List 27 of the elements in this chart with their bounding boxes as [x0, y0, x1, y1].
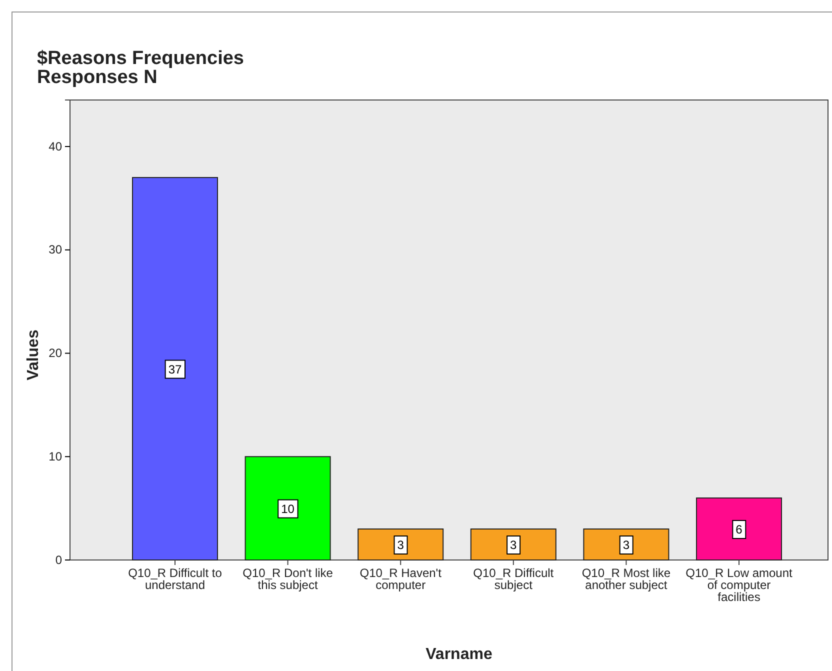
x-axis-title: Varname [426, 646, 492, 663]
bar [696, 497, 782, 560]
x-tick-label: Q10_R Haven't computer [360, 566, 442, 592]
bar [470, 528, 556, 560]
x-tick-label: Q10_R Don't like this subject [242, 566, 334, 592]
data-label: 3 [622, 538, 630, 552]
x-tick-label: Q10_R Difficult to understand [128, 566, 222, 592]
bar [583, 528, 670, 560]
bar [132, 177, 218, 560]
y-tick-label: 40 [48, 139, 62, 154]
y-tick-label: 20 [48, 346, 62, 360]
data-label: 3 [397, 538, 404, 552]
x-tick-label: Q10_R Difficult subject [473, 566, 554, 592]
y-axis-title: Values [25, 330, 42, 380]
x-tick-label: Q10_R Most like another subject [582, 566, 671, 592]
data-label: 3 [510, 538, 518, 552]
data-label: 37 [168, 362, 182, 376]
x-tick-label: Q10_R Low amount of computer facilities [686, 566, 794, 604]
data-label: 10 [281, 502, 295, 516]
chart-title: $Reasons Frequencies [37, 48, 244, 69]
bar [244, 456, 331, 560]
bar [358, 528, 444, 560]
data-label: 6 [736, 522, 743, 536]
chart-subtitle: Responses N [37, 67, 158, 88]
y-tick-label: 10 [48, 449, 62, 464]
y-tick-label: 0 [55, 552, 62, 567]
y-tick-label: 30 [48, 242, 62, 257]
